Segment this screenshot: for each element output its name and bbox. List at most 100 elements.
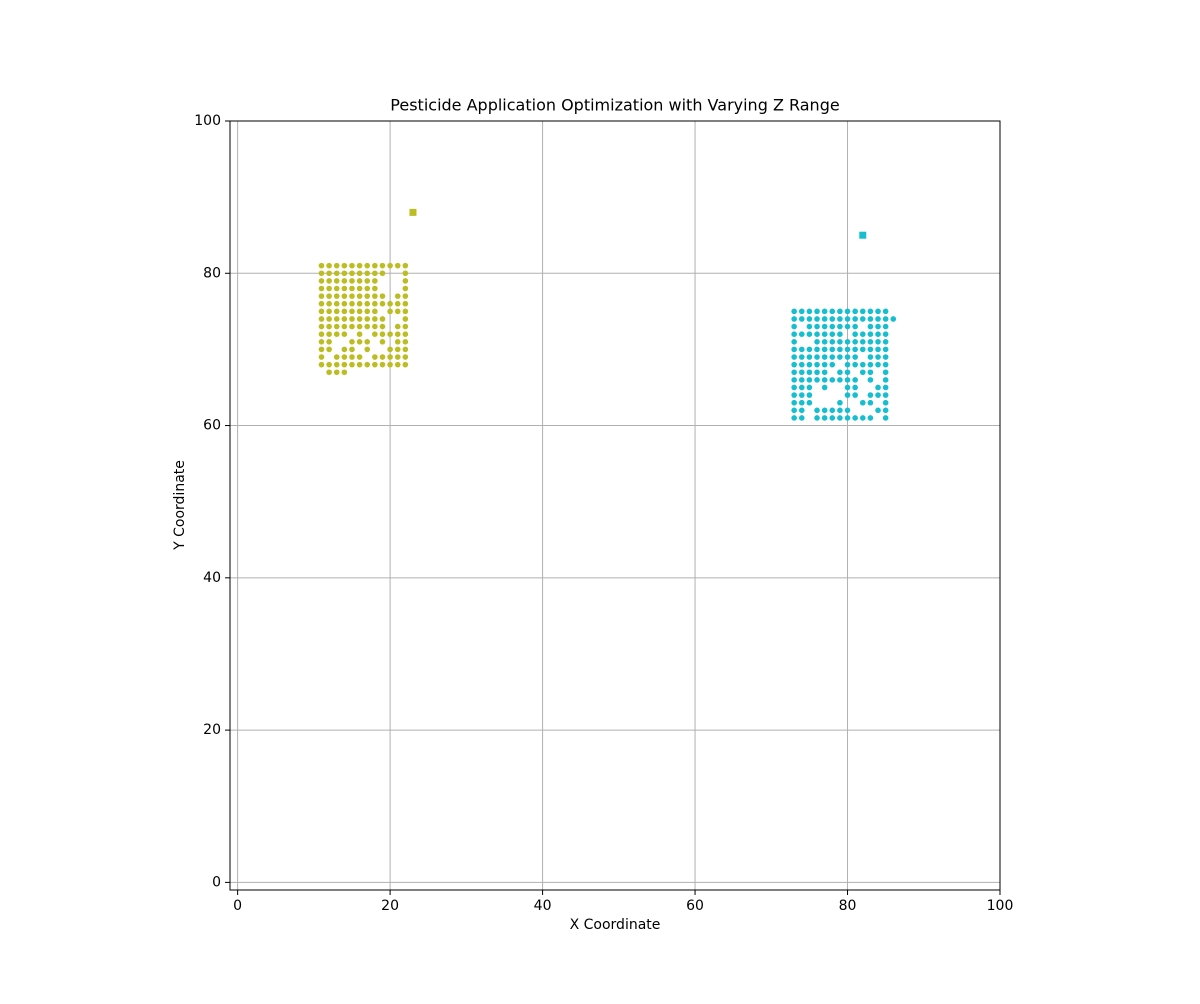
point — [859, 369, 866, 376]
point — [844, 346, 851, 353]
point — [379, 339, 386, 345]
point — [829, 339, 836, 345]
point — [867, 339, 874, 345]
point — [882, 392, 889, 398]
point — [364, 316, 371, 322]
point — [852, 308, 858, 315]
point — [837, 339, 843, 345]
point — [821, 377, 828, 383]
point — [859, 331, 866, 337]
point — [333, 262, 340, 269]
point — [852, 316, 858, 322]
point — [844, 361, 851, 368]
point — [867, 369, 874, 376]
point — [333, 369, 340, 376]
point — [829, 377, 836, 383]
point — [364, 293, 371, 299]
point — [402, 361, 409, 368]
point — [875, 308, 881, 315]
point — [379, 323, 386, 330]
point — [875, 339, 881, 345]
point — [806, 399, 813, 406]
y-tick-label: 20 — [203, 722, 221, 738]
point — [333, 308, 340, 315]
point — [867, 415, 874, 421]
y-tick-label: 60 — [203, 418, 221, 434]
point — [844, 339, 851, 345]
plot-frame — [229, 120, 1001, 891]
point — [837, 354, 843, 360]
point — [349, 285, 355, 292]
point — [798, 392, 805, 398]
point — [837, 331, 843, 337]
point — [318, 346, 325, 353]
point — [379, 262, 386, 269]
point — [364, 262, 371, 269]
point — [867, 323, 874, 330]
point — [882, 331, 889, 337]
point — [318, 270, 325, 277]
point — [341, 354, 348, 360]
point — [394, 262, 401, 269]
point — [798, 308, 805, 315]
point — [791, 392, 797, 398]
x-tick-label: 0 — [233, 898, 242, 914]
point — [875, 392, 881, 398]
point — [364, 346, 371, 353]
x-tick-label: 100 — [987, 898, 1014, 914]
point — [852, 346, 858, 353]
point — [821, 316, 828, 322]
point — [875, 316, 881, 322]
point — [318, 285, 325, 292]
point — [837, 399, 843, 406]
point — [402, 262, 409, 269]
point — [402, 293, 409, 299]
point — [844, 392, 851, 398]
point — [837, 415, 843, 421]
point — [349, 316, 355, 322]
point — [402, 346, 409, 353]
point — [791, 415, 797, 421]
point — [364, 278, 371, 284]
point — [372, 308, 378, 315]
point — [798, 369, 805, 376]
point — [859, 399, 866, 406]
point — [821, 331, 828, 337]
point — [882, 354, 889, 360]
point — [318, 308, 325, 315]
point — [333, 270, 340, 277]
point — [814, 346, 820, 353]
point — [394, 323, 401, 330]
point — [349, 278, 355, 284]
point — [791, 323, 797, 330]
point — [387, 300, 393, 307]
point — [402, 278, 409, 284]
point — [882, 384, 889, 391]
point — [821, 384, 828, 391]
point — [364, 361, 371, 368]
point — [387, 361, 393, 368]
point — [341, 316, 348, 322]
point — [859, 361, 866, 368]
point — [333, 331, 340, 337]
point — [341, 285, 348, 292]
point — [852, 323, 858, 330]
point — [379, 361, 386, 368]
point — [402, 316, 409, 322]
square-point — [859, 231, 867, 239]
point — [837, 308, 843, 315]
point — [372, 323, 378, 330]
point — [806, 369, 813, 376]
point — [356, 331, 363, 337]
point — [326, 300, 332, 307]
point — [814, 369, 820, 376]
point — [859, 316, 866, 322]
point — [829, 331, 836, 337]
point — [364, 339, 371, 345]
point — [379, 300, 386, 307]
point — [333, 278, 340, 284]
point — [364, 308, 371, 315]
y-tick-label: 100 — [194, 113, 221, 129]
point — [387, 331, 393, 337]
